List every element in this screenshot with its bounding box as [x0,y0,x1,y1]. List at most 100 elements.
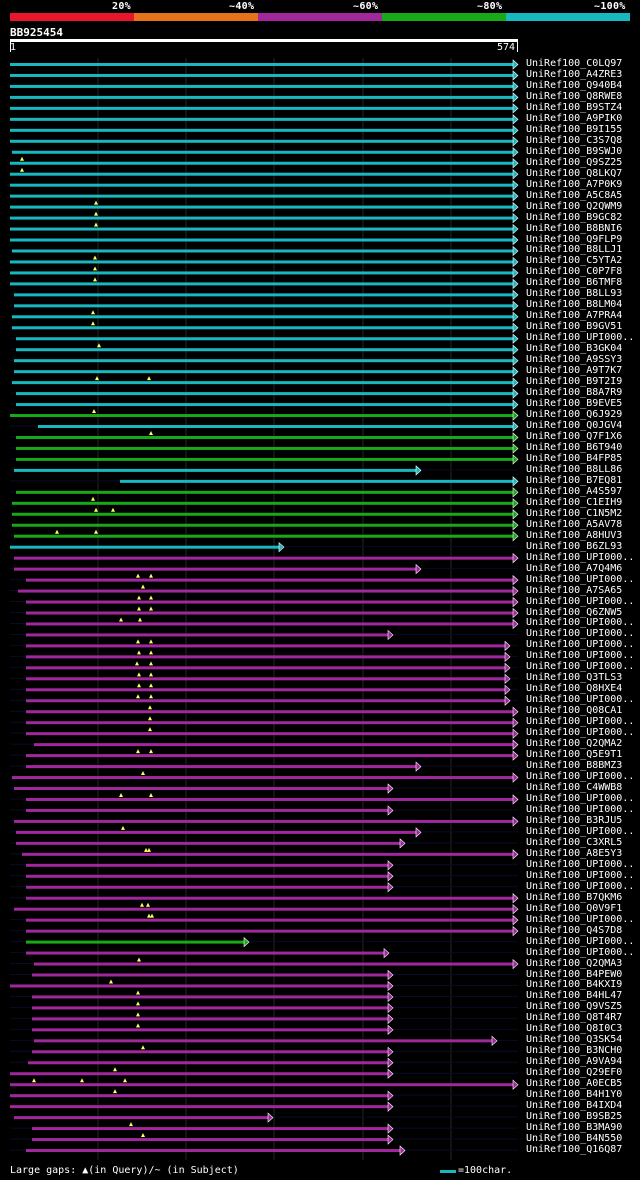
hit-label[interactable]: UniRef100_C5YTA2 [526,255,623,267]
hit-label[interactable]: UniRef100_Q5E9T1 [526,749,623,761]
hit-label[interactable]: UniRef100_C3XRL5 [526,836,623,848]
hit-label[interactable]: UniRef100_A7P0K9 [526,178,623,190]
hit-label[interactable]: UniRef100_Q8HXE4 [526,683,623,695]
hit-label[interactable]: UniRef100_UPI000.. [526,551,635,563]
hit-label[interactable]: UniRef100_B9I155 [526,123,623,135]
hit-label[interactable]: UniRef100_B4FP85 [526,452,623,464]
hit-label[interactable]: UniRef100_UPI000.. [526,661,635,673]
hit-label[interactable]: UniRef100_B8LL86 [526,463,623,475]
hit-label[interactable]: UniRef100_UPI000.. [526,573,635,585]
hit-label[interactable]: UniRef100_UPI000.. [526,869,635,881]
hit-label[interactable]: UniRef100_B6ZL93 [526,540,623,552]
hit-label[interactable]: UniRef100_UPI000.. [526,858,635,870]
hit-label[interactable]: UniRef100_Q6J929 [526,409,623,421]
hit-label[interactable]: UniRef100_B8A7R9 [526,387,623,399]
hit-label[interactable]: UniRef100_B4H1Y0 [526,1089,623,1101]
hit-label[interactable]: UniRef100_C3S7Q8 [526,134,623,146]
hit-label[interactable]: UniRef100_UPI000.. [526,946,635,958]
hit-label[interactable]: UniRef100_B9GV51 [526,321,623,333]
hit-label[interactable]: UniRef100_Q8RWE8 [526,90,623,102]
hit-label[interactable]: UniRef100_A7SA65 [526,584,623,596]
hit-label[interactable]: UniRef100_A5AV78 [526,518,623,530]
hit-label[interactable]: UniRef100_Q940B4 [526,79,623,91]
hit-label[interactable]: UniRef100_Q6ZNW5 [526,606,623,618]
hit-label[interactable]: UniRef100_B3NCH0 [526,1045,623,1057]
hit-label[interactable]: UniRef100_B8LM04 [526,299,623,311]
hit-label[interactable]: UniRef100_Q2QWM9 [526,200,623,212]
hit-label[interactable]: UniRef100_UPI000.. [526,935,635,947]
hit-label[interactable]: UniRef100_C4WWB8 [526,782,623,794]
hit-label[interactable]: UniRef100_C0LQ97 [526,58,623,69]
hit-label[interactable]: UniRef100_B7EQ81 [526,474,623,486]
hit-label[interactable]: UniRef100_A9PIK0 [526,112,623,124]
hit-label[interactable]: UniRef100_C0P7F8 [526,266,623,278]
hit-label[interactable]: UniRef100_B9EVE5 [526,398,623,410]
hit-label[interactable]: UniRef100_B8LLJ1 [526,244,623,256]
hit-label[interactable]: UniRef100_A5C8A5 [526,189,623,201]
hit-label[interactable]: UniRef100_B9STZ4 [526,101,623,113]
hit-label[interactable]: UniRef100_B9SWJ0 [526,145,623,157]
hit-label[interactable]: UniRef100_UPI000.. [526,628,635,640]
hit-label[interactable]: UniRef100_UPI000.. [526,727,635,739]
hit-label[interactable]: UniRef100_B9GC82 [526,211,623,223]
hit-label[interactable]: UniRef100_Q9FLP9 [526,233,623,245]
hit-label[interactable]: UniRef100_UPI000.. [526,617,635,629]
hit-label[interactable]: UniRef100_A7PRA4 [526,310,623,322]
hit-label[interactable]: UniRef100_UPI000.. [526,716,635,728]
hit-label[interactable]: UniRef100_Q0V9F1 [526,902,623,914]
hit-label[interactable]: UniRef100_B4PEW0 [526,968,623,980]
hit-label[interactable]: UniRef100_A9SSY3 [526,354,623,366]
hit-label[interactable]: UniRef100_UPI000.. [526,913,635,925]
hit-label[interactable]: UniRef100_Q9VSZ5 [526,1001,623,1013]
hit-label[interactable]: UniRef100_B8BMZ3 [526,760,623,772]
hit-label[interactable]: UniRef100_Q29EF0 [526,1067,623,1079]
hit-label[interactable]: UniRef100_A9T7K7 [526,365,623,377]
hit-label[interactable]: UniRef100_UPI000.. [526,803,635,815]
hit-label[interactable]: UniRef100_A8E5Y3 [526,847,623,859]
hit-label[interactable]: UniRef100_B7QKM6 [526,891,623,903]
hit-label[interactable]: UniRef100_A7Q4M6 [526,562,623,574]
hit-label[interactable]: UniRef100_B4N550 [526,1133,623,1145]
hit-label[interactable]: UniRef100_UPI000.. [526,332,635,344]
hit-label[interactable]: UniRef100_A8HUV3 [526,529,623,541]
hit-label[interactable]: UniRef100_Q0JGV4 [526,420,623,431]
hit-label[interactable]: UniRef100_A0ECB5 [526,1078,623,1090]
hit-label[interactable]: UniRef100_B4KXI9 [526,979,623,991]
hit-label[interactable]: UniRef100_Q16Q87 [526,1144,623,1156]
hit-label[interactable]: UniRef100_UPI000.. [526,595,635,607]
hit-label[interactable]: UniRef100_Q2QMA3 [526,957,623,969]
hit-label[interactable]: UniRef100_Q7F1X6 [526,430,623,442]
hit-label[interactable]: UniRef100_Q9SZ25 [526,156,623,168]
hit-label[interactable]: UniRef100_B9T2I9 [526,376,623,388]
hit-label[interactable]: UniRef100_B8LL93 [526,288,623,300]
hit-label[interactable]: UniRef100_A4ZRE3 [526,68,623,80]
hit-label[interactable]: UniRef100_Q3SK54 [526,1034,623,1046]
hit-label[interactable]: UniRef100_C1N5M2 [526,507,623,519]
hit-label[interactable]: UniRef100_UPI000.. [526,639,635,651]
hit-label[interactable]: UniRef100_Q8I0C3 [526,1023,623,1035]
hit-label[interactable]: UniRef100_Q8T4R7 [526,1012,623,1024]
hit-label[interactable]: UniRef100_Q8LKQ7 [526,167,623,179]
hit-label[interactable]: UniRef100_B4HL47 [526,990,623,1002]
hit-label[interactable]: UniRef100_B3GK04 [526,343,623,355]
hit-label[interactable]: UniRef100_B3RJU5 [526,814,623,826]
hit-label[interactable]: UniRef100_A9VA94 [526,1056,623,1068]
hit-label[interactable]: UniRef100_UPI000.. [526,771,635,783]
hit-label[interactable]: UniRef100_B6TMF8 [526,277,623,289]
hit-label[interactable]: UniRef100_B4IXD4 [526,1100,623,1112]
hit-label[interactable]: UniRef100_B6T940 [526,441,623,453]
hit-label[interactable]: UniRef100_UPI000.. [526,880,635,892]
hit-label[interactable]: UniRef100_B8BNI6 [526,222,623,234]
hit-label[interactable]: UniRef100_UPI000.. [526,650,635,662]
hit-label[interactable]: UniRef100_UPI000.. [526,792,635,804]
hit-label[interactable]: UniRef100_UPI000.. [526,825,635,837]
hit-label[interactable]: UniRef100_B9SB25 [526,1111,623,1123]
hit-label[interactable]: UniRef100_Q2QMA2 [526,738,623,750]
hit-label[interactable]: UniRef100_Q4S7D8 [526,924,623,936]
hit-label[interactable]: UniRef100_A4S597 [526,485,623,497]
hit-label[interactable]: UniRef100_Q08CA1 [526,705,623,717]
hit-label[interactable]: UniRef100_UPI000.. [526,694,635,706]
hit-label[interactable]: UniRef100_C1EIH9 [526,496,623,508]
hit-label[interactable]: UniRef100_Q3TLS3 [526,672,623,684]
hit-label[interactable]: UniRef100_B3MA90 [526,1122,623,1134]
